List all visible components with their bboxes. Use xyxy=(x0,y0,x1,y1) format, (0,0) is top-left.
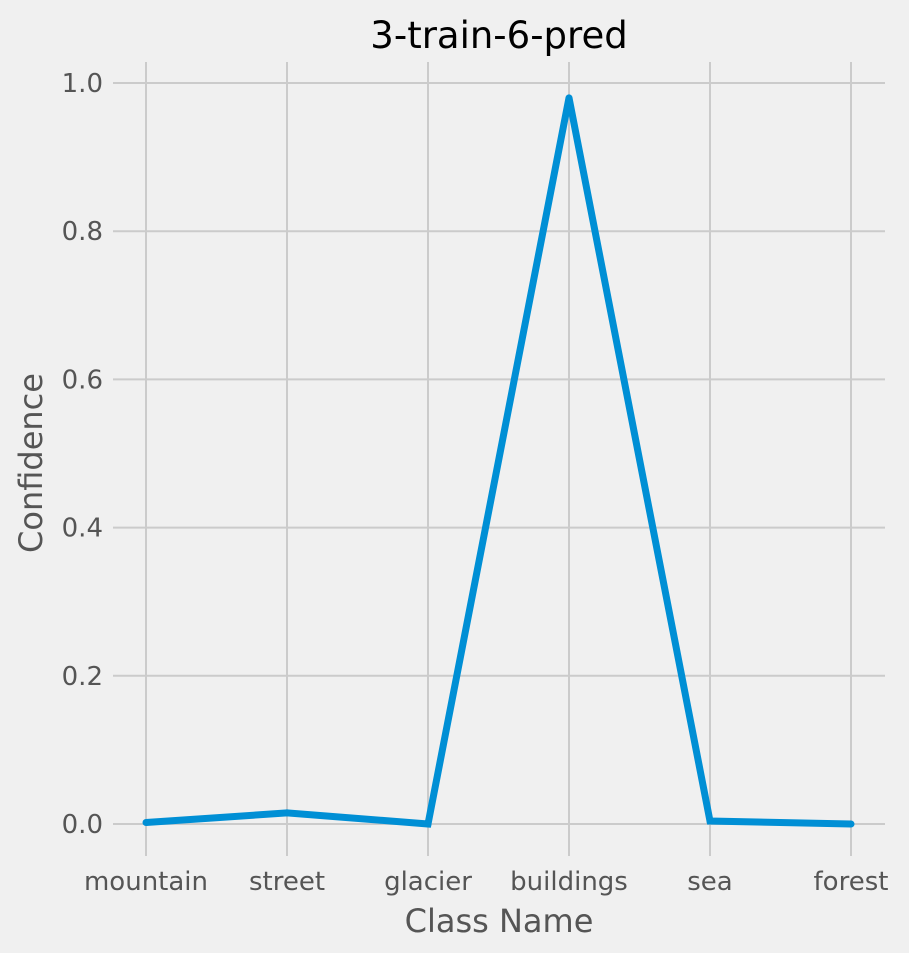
x-tick-label: glacier xyxy=(384,867,472,897)
data-point xyxy=(424,820,432,828)
y-tick-label: 0.4 xyxy=(62,514,103,544)
y-tick-label: 0.0 xyxy=(62,810,103,840)
x-tick-label: mountain xyxy=(84,867,208,897)
x-axis-title: Class Name xyxy=(405,902,594,940)
series-layer xyxy=(142,94,855,828)
horizontal-gridlines xyxy=(113,82,885,825)
y-axis-title: Confidence xyxy=(12,373,50,553)
confidence-series-line xyxy=(145,97,852,828)
data-point xyxy=(565,94,573,102)
data-point xyxy=(706,817,714,825)
data-point xyxy=(283,809,291,817)
y-tick-labels: 0.0 0.2 0.4 0.6 0.8 1.0 xyxy=(62,69,103,840)
x-tick-labels: mountain street glacier buildings sea forest xyxy=(84,867,888,897)
x-tick-label: sea xyxy=(687,867,732,897)
x-tick-label: forest xyxy=(814,867,889,897)
y-tick-label: 0.2 xyxy=(62,662,103,692)
chart-title: 3-train-6-pred xyxy=(370,14,627,57)
x-tick-label: street xyxy=(249,867,325,897)
y-tick-label: 0.6 xyxy=(62,365,103,395)
data-point xyxy=(847,820,855,828)
x-tick-label: buildings xyxy=(510,867,628,897)
data-point xyxy=(142,819,150,827)
y-tick-label: 1.0 xyxy=(62,69,103,99)
vertical-gridlines xyxy=(145,62,852,856)
y-tick-label: 0.8 xyxy=(62,217,103,247)
